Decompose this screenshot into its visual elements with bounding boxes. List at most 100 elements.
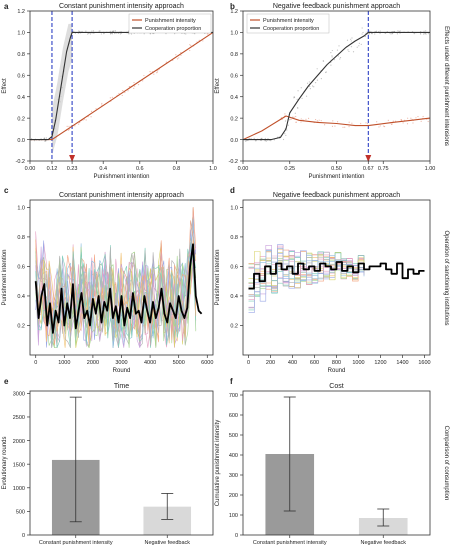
noise-point-1-20 xyxy=(314,82,317,84)
noise-point-red-0-50 xyxy=(207,33,209,35)
noise-point-red-0-8 xyxy=(90,116,92,118)
y-tick-label-0-5: 0.8 xyxy=(17,52,25,58)
noise-point-red-0-24 xyxy=(77,123,80,125)
noise-point-red-0-47 xyxy=(68,125,70,127)
noise-point-red-1-67 xyxy=(280,117,283,119)
noise-point-1-122 xyxy=(379,30,381,32)
y-axis-label-0: Effect xyxy=(2,78,8,94)
x-tick-label-1-0: 0.00 xyxy=(238,166,249,172)
y-tick-label-3-3: 0.8 xyxy=(230,235,238,241)
noise-point-red-0-51 xyxy=(202,40,204,42)
noise-point-red-1-9 xyxy=(295,115,297,118)
noise-point-1-73 xyxy=(267,137,269,140)
y-axis-label-1: Effect xyxy=(215,78,221,94)
noise-point-0-22 xyxy=(73,30,75,32)
y-tick-label-5-0: 0 xyxy=(235,533,238,539)
y-tick-label-1-2: 0.2 xyxy=(230,116,238,122)
y-tick-label-4-0: 0 xyxy=(22,533,25,539)
noise-point-1-152 xyxy=(284,133,286,135)
y-tick-label-4-1: 500 xyxy=(16,510,25,516)
x-tick-label-2-5: 5000 xyxy=(173,360,185,366)
noise-point-1-48 xyxy=(360,43,362,45)
x-tick-label-2-0: 0 xyxy=(34,360,37,366)
noise-point-0-27 xyxy=(111,33,114,35)
x-tick-label-2-6: 6000 xyxy=(201,360,213,366)
x-tick-label-1-4: 0.75 xyxy=(378,166,389,172)
noise-point-1-82 xyxy=(316,79,319,81)
noise-point-0-5 xyxy=(81,30,83,33)
noise-point-red-1-8 xyxy=(344,126,346,128)
noise-point-1-81 xyxy=(264,140,266,142)
noise-point-red-1-64 xyxy=(402,122,404,124)
noise-point-0-117 xyxy=(194,33,196,35)
noise-point-red-0-64 xyxy=(101,102,103,105)
noise-point-1-26 xyxy=(306,82,309,84)
noise-point-0-47 xyxy=(45,137,47,139)
category-label-4-1: Negative feedback xyxy=(144,540,190,546)
noise-point-red-1-66 xyxy=(324,124,326,126)
noise-point-red-0-31 xyxy=(118,92,120,95)
noise-point-1-107 xyxy=(362,31,364,34)
noise-point-red-1-18 xyxy=(351,122,353,124)
noise-point-0-149 xyxy=(110,33,112,35)
row-label-1: Operation of sanctioning institutions xyxy=(443,230,449,325)
legend-box-0 xyxy=(128,13,212,34)
x-tick-label-0-1: 0.12 xyxy=(47,166,58,172)
noise-point-1-62 xyxy=(425,30,427,32)
noise-point-1-139 xyxy=(247,139,249,142)
x-tick-label-2-4: 4000 xyxy=(144,360,156,366)
threshold-arrow-0 xyxy=(69,155,76,162)
noise-point-1-147 xyxy=(253,137,255,139)
noise-point-1-127 xyxy=(330,64,332,66)
x-tick-label-3-6: 1200 xyxy=(374,360,386,366)
noise-point-red-1-53 xyxy=(390,123,393,125)
y-tick-label-1-6: 1.0 xyxy=(230,31,238,37)
y-tick-label-4-5: 2500 xyxy=(13,415,25,421)
noise-point-1-158 xyxy=(331,56,333,58)
noise-point-red-1-0 xyxy=(376,121,378,123)
x-tick-label-2-2: 2000 xyxy=(87,360,99,366)
chart-title-1: Negative feedback punishment approach xyxy=(273,3,400,10)
noise-point-1-132 xyxy=(294,112,296,114)
trace-line-2-12 xyxy=(35,239,197,348)
panel-label-a: a xyxy=(4,2,9,11)
plot-frame-0 xyxy=(29,10,214,162)
noise-point-red-1-4 xyxy=(300,121,302,123)
y-tick-label-1-1: 0.0 xyxy=(230,138,238,144)
noise-point-red-1-10 xyxy=(410,117,412,119)
y-tick-label-5-5: 500 xyxy=(229,433,238,439)
x-axis-label-0: Punishment intention xyxy=(93,174,149,180)
noise-point-1-65 xyxy=(366,31,368,33)
noise-point-1-159 xyxy=(339,58,341,60)
noise-point-1-123 xyxy=(248,137,250,140)
noise-point-red-0-37 xyxy=(127,90,129,92)
noise-point-1-130 xyxy=(296,98,298,100)
y-tick-label-0-4: 0.6 xyxy=(17,73,25,79)
x-tick-label-0-3: 0.4 xyxy=(99,166,107,172)
y-tick-label-5-7: 700 xyxy=(229,393,238,399)
noise-point-red-0-11 xyxy=(149,71,151,73)
noise-point-red-0-18 xyxy=(67,129,70,131)
plot-frame-1 xyxy=(242,10,431,162)
noise-point-0-118 xyxy=(103,32,105,34)
noise-point-1-52 xyxy=(361,33,363,35)
noise-point-0-133 xyxy=(88,32,90,35)
mean-trace-3 xyxy=(248,261,425,290)
noise-point-1-40 xyxy=(305,95,308,97)
noise-point-0-59 xyxy=(183,32,185,35)
noise-point-red-1-43 xyxy=(284,113,286,115)
y-tick-label-3-1: 0.4 xyxy=(230,294,238,300)
noise-point-red-0-60 xyxy=(121,94,123,97)
noise-point-0-64 xyxy=(174,32,176,35)
noise-point-red-1-33 xyxy=(383,125,386,128)
noise-point-red-1-29 xyxy=(314,118,317,121)
x-tick-label-3-2: 400 xyxy=(288,360,297,366)
plot-frame-5 xyxy=(242,390,431,536)
noise-point-1-121 xyxy=(330,52,332,54)
y-axis-label-5: Cumulative punishment intensity xyxy=(215,420,221,506)
noise-point-red-0-22 xyxy=(143,74,145,77)
noise-point-1-151 xyxy=(261,137,263,139)
noise-point-0-84 xyxy=(113,30,115,32)
noise-point-red-1-47 xyxy=(392,120,394,122)
noise-point-0-106 xyxy=(85,30,87,32)
